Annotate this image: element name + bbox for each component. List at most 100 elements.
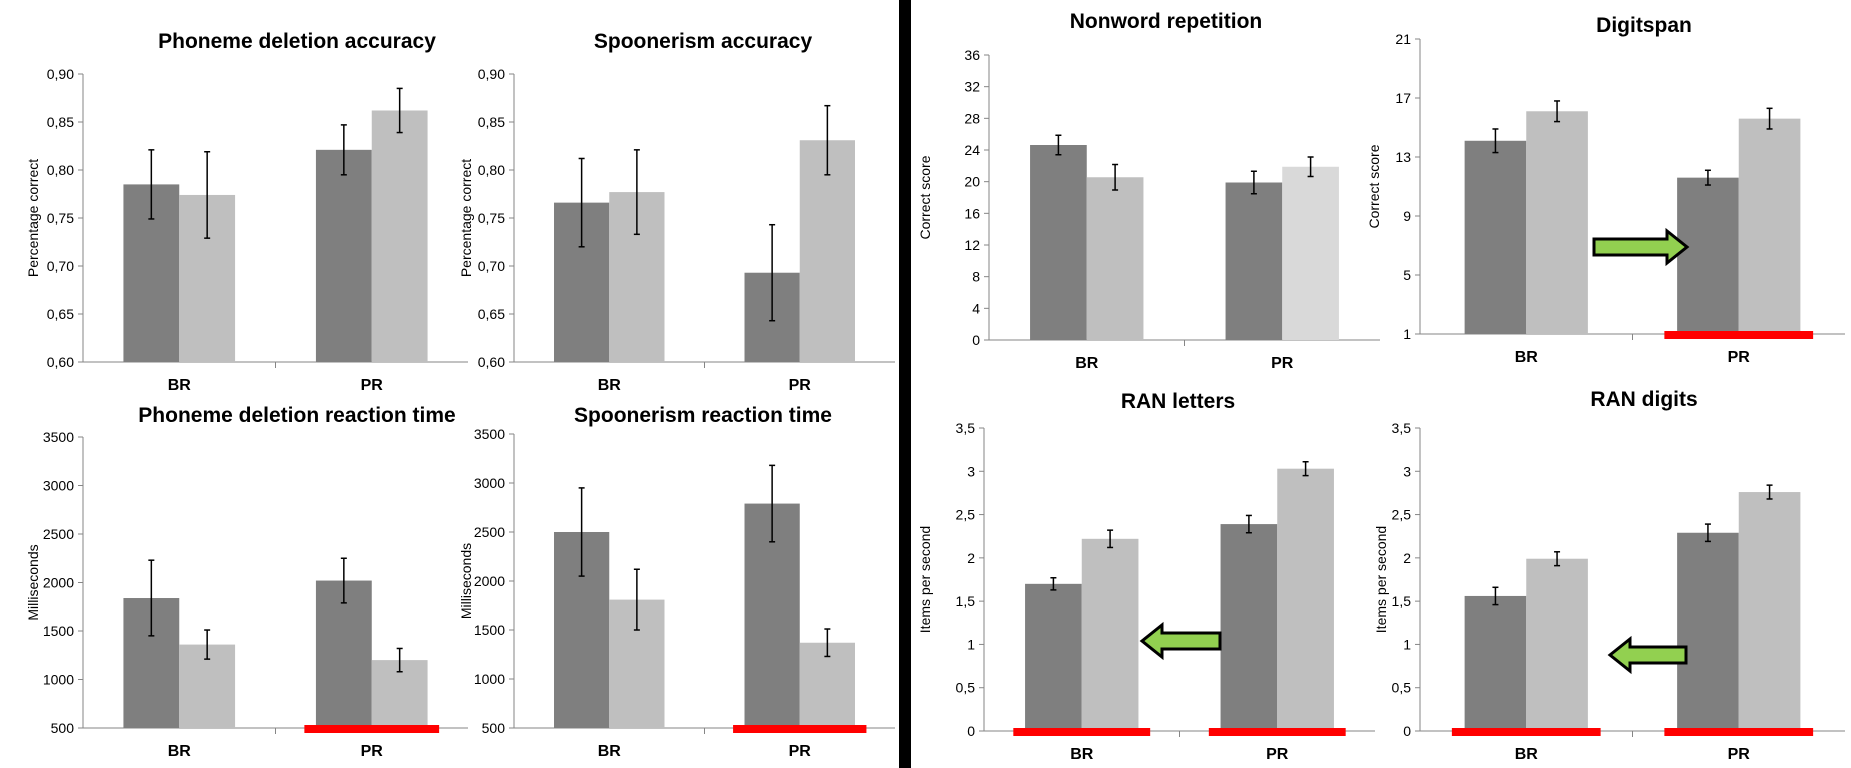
chart-title: Digitspan — [1596, 14, 1692, 37]
arrow-icon — [1607, 635, 1688, 675]
y-tick-label: 0 — [967, 723, 975, 739]
y-tick-label: 0,60 — [47, 354, 74, 370]
y-tick-label: 0,80 — [478, 162, 505, 178]
y-tick-label: 0,75 — [47, 210, 74, 226]
x-category-label: PR — [361, 377, 384, 394]
y-axis-label: Correct score — [1366, 144, 1382, 228]
x-category-label: BR — [1515, 349, 1539, 366]
bar — [1081, 538, 1139, 731]
y-tick-label: 2500 — [43, 526, 74, 542]
y-tick-label: 32 — [964, 79, 980, 95]
y-tick-label: 4 — [972, 300, 980, 316]
chart-title: Phoneme deletion reaction time — [138, 404, 455, 427]
x-category-label: PR — [361, 743, 384, 760]
highlight-underline — [733, 725, 867, 733]
chart-title: RAN letters — [1121, 390, 1235, 413]
y-axis-label: Correct score — [917, 155, 933, 239]
bar — [371, 110, 428, 362]
y-tick-label: 1 — [1403, 636, 1411, 652]
highlight-underline — [1664, 728, 1814, 736]
bar — [1526, 111, 1588, 335]
x-category-label: PR — [1728, 349, 1751, 366]
arrow-icon — [1592, 227, 1690, 267]
y-tick-label: 1,5 — [956, 593, 976, 609]
y-tick-label: 3500 — [474, 426, 505, 442]
y-axis-label: Milliseconds — [25, 544, 41, 620]
y-tick-label: 3500 — [43, 429, 74, 445]
y-tick-label: 1 — [1403, 326, 1411, 342]
y-tick-label: 500 — [51, 720, 75, 736]
highlight-underline — [1208, 728, 1346, 736]
y-tick-label: 1000 — [474, 671, 505, 687]
x-category-label: BR — [1515, 746, 1539, 763]
x-category-label: BR — [168, 377, 192, 394]
y-tick-label: 2000 — [43, 575, 74, 591]
y-tick-label: 16 — [964, 205, 980, 221]
y-tick-label: 2 — [967, 550, 975, 566]
bar — [1738, 118, 1801, 335]
y-tick-label: 2,5 — [956, 507, 976, 523]
x-category-label: PR — [789, 377, 812, 394]
bar — [1738, 492, 1801, 731]
y-tick-label: 20 — [964, 174, 980, 190]
y-tick-label: 28 — [964, 110, 980, 126]
y-tick-label: 0,90 — [47, 66, 74, 82]
y-tick-label: 36 — [964, 47, 980, 63]
y-axis-label: Items per second — [1373, 526, 1389, 633]
highlight-underline — [1451, 728, 1601, 736]
y-axis-label: Percentage correct — [458, 159, 474, 277]
y-tick-label: 17 — [1395, 90, 1411, 106]
y-tick-label: 2000 — [474, 573, 505, 589]
y-tick-label: 1 — [967, 636, 975, 652]
y-tick-label: 0,80 — [47, 162, 74, 178]
y-tick-label: 0,90 — [478, 66, 505, 82]
x-category-label: PR — [1271, 355, 1294, 372]
y-tick-label: 13 — [1395, 149, 1411, 165]
x-category-label: PR — [1728, 746, 1751, 763]
y-tick-label: 3000 — [474, 475, 505, 491]
bar — [1526, 558, 1588, 731]
y-tick-label: 500 — [482, 720, 506, 736]
y-axis-label: Items per second — [917, 526, 933, 633]
x-category-label: BR — [598, 743, 622, 760]
bar — [1225, 182, 1283, 340]
arrow-icon — [1139, 621, 1222, 661]
x-category-label: BR — [1070, 746, 1094, 763]
bar — [1277, 468, 1334, 731]
highlight-underline — [304, 725, 440, 733]
x-category-label: BR — [168, 743, 192, 760]
y-axis-label: Milliseconds — [458, 543, 474, 619]
y-tick-label: 1500 — [474, 622, 505, 638]
chart-title: RAN digits — [1590, 388, 1697, 411]
highlight-underline — [1664, 331, 1814, 339]
highlight-underline — [1013, 728, 1151, 736]
y-tick-label: 3000 — [43, 478, 74, 494]
y-tick-label: 2500 — [474, 524, 505, 540]
y-tick-label: 24 — [964, 142, 980, 158]
y-tick-label: 1000 — [43, 672, 74, 688]
y-tick-label: 3,5 — [1392, 420, 1412, 436]
y-tick-label: 12 — [964, 237, 980, 253]
bar — [1677, 177, 1739, 334]
y-tick-label: 0,85 — [478, 114, 505, 130]
bar — [1025, 583, 1082, 731]
x-category-label: PR — [789, 743, 812, 760]
y-tick-label: 0,75 — [478, 210, 505, 226]
y-tick-label: 3,5 — [956, 420, 976, 436]
bar — [315, 149, 372, 362]
y-tick-label: 0,5 — [1392, 680, 1412, 696]
y-tick-label: 0 — [1403, 723, 1411, 739]
y-tick-label: 0,70 — [478, 258, 505, 274]
bar — [1464, 140, 1527, 334]
y-tick-label: 0,70 — [47, 258, 74, 274]
x-category-label: PR — [1266, 746, 1289, 763]
x-category-label: BR — [598, 377, 622, 394]
y-tick-label: 2 — [1403, 550, 1411, 566]
y-tick-label: 0,65 — [478, 306, 505, 322]
chart-title: Spoonerism reaction time — [574, 404, 832, 427]
y-tick-label: 9 — [1403, 208, 1411, 224]
y-axis-label: Percentage correct — [25, 159, 41, 277]
y-tick-label: 5 — [1403, 267, 1411, 283]
bar — [1464, 595, 1527, 731]
